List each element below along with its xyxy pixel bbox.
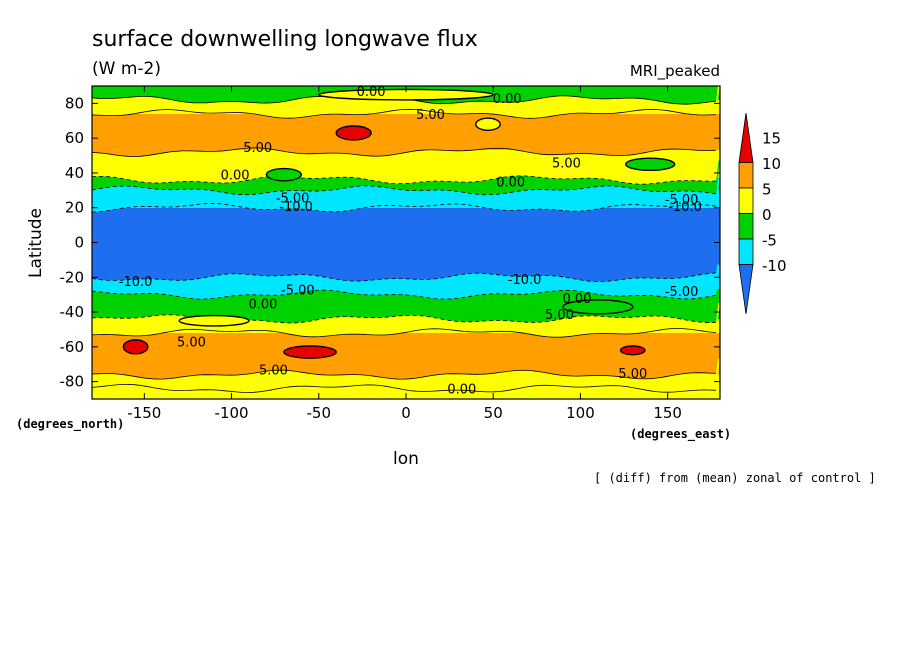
- colorbar-label-1: 10: [762, 155, 781, 173]
- band-boundaries: [92, 86, 720, 393]
- x-tick-label-2: -50: [307, 404, 332, 422]
- colorbar-label-0: 15: [762, 129, 781, 147]
- colorbar-label-3: 0: [762, 206, 772, 224]
- contour-label-12: -10.0: [508, 273, 542, 288]
- contour-label-10: -10.0: [668, 200, 702, 215]
- y-tick-label-3: 20: [65, 199, 84, 217]
- contour-patches: [122, 88, 676, 359]
- chart-units: (W m-2): [92, 59, 161, 79]
- x-axis-ticks: -150 -100 -50 0 50 100 150: [127, 86, 682, 422]
- patch-2: [122, 339, 149, 355]
- x-tick-label-6: 150: [653, 404, 682, 422]
- band-fill-2: [92, 344, 720, 380]
- model-name: MRI_peaked: [630, 62, 720, 81]
- contour-label-17: 5.00: [545, 308, 574, 323]
- colorbar-segment-2: [738, 187, 754, 214]
- contour-label-15: 0.00: [248, 297, 277, 312]
- patch-3: [283, 345, 337, 359]
- boundary-line-10: [92, 147, 717, 157]
- footnote: [ (diff) from (mean) zonal of control ]: [594, 471, 876, 485]
- x-tick-label-5: 100: [566, 404, 595, 422]
- boundary-line-11: [92, 108, 717, 119]
- band-fill-6: [92, 247, 720, 282]
- y-axis-label: Latitude: [26, 208, 46, 278]
- contour-label-20: 5.00: [618, 367, 647, 382]
- y-tick-label-1: 60: [65, 129, 84, 147]
- colorbar-segment-4: [738, 238, 754, 265]
- x-tick-label-1: -100: [215, 404, 249, 422]
- colorbar-segment-3: [738, 213, 754, 240]
- chart-title: surface downwelling longwave flux: [92, 27, 478, 52]
- colorbar-bottom-arrow: [738, 264, 754, 315]
- contour-label-13: -5.00: [281, 283, 315, 298]
- contour-label-7: -5.00: [276, 191, 310, 206]
- x-unit-label: (degrees_east): [630, 427, 731, 442]
- colorbar-label-4: -5: [762, 231, 777, 249]
- x-tick-label-3: 0: [401, 404, 411, 422]
- patch-8: [178, 314, 250, 327]
- colorbar-top-arrow: [738, 112, 754, 163]
- contour-label-9: -10.0: [279, 200, 313, 215]
- contour-label-11: -10.0: [119, 275, 153, 290]
- y-tick-label-7: -60: [60, 338, 85, 356]
- x-tick-label-0: -150: [127, 404, 161, 422]
- contour-label-16: 0.00: [562, 292, 591, 307]
- band-fill-9: [92, 149, 720, 185]
- x-tick-label-4: 50: [484, 404, 503, 422]
- contour-label-3: 5.00: [243, 141, 272, 156]
- patch-0: [335, 125, 372, 141]
- contour-label-19: 5.00: [259, 363, 288, 378]
- x-axis-label: lon: [393, 449, 419, 469]
- y-tick-label-5: -20: [60, 268, 85, 286]
- contour-label-2: 5.00: [416, 108, 445, 123]
- boundary-line-3: [92, 328, 717, 338]
- contour-label-4: 5.00: [552, 157, 581, 172]
- patch-6: [625, 157, 676, 172]
- boundary-line-1: [92, 383, 717, 393]
- contour-label-1: 0.00: [493, 92, 522, 107]
- colorbar-label-5: -10: [762, 257, 787, 275]
- patch-7: [562, 299, 634, 315]
- contour-label-6: 0.00: [496, 176, 525, 191]
- contour-label-21: 0.00: [447, 383, 476, 398]
- y-tick-label-4: 0: [74, 234, 84, 252]
- band-fill-4: [92, 289, 720, 323]
- contour-label-8: -5.00: [665, 193, 699, 208]
- patch-4: [619, 345, 646, 356]
- patch-5: [265, 167, 303, 182]
- plot-area: [92, 86, 720, 399]
- contour-label-18: 5.00: [177, 336, 206, 351]
- colorbar: 15 10 5 0 -5 -10: [738, 112, 787, 315]
- contour-label-5: 0.00: [221, 169, 250, 184]
- y-axis-ticks: 80 60 40 20 0 -20 -40 -60 -80: [60, 94, 720, 391]
- y-tick-label-2: 40: [65, 164, 84, 182]
- boundary-line-2: [92, 369, 717, 380]
- y-tick-label-6: -40: [60, 303, 85, 321]
- y-tick-label-8: -80: [60, 373, 85, 391]
- colorbar-label-2: 5: [762, 180, 772, 198]
- contour-label-14: -5.00: [665, 285, 699, 300]
- contour-label-0: 0.00: [357, 85, 386, 100]
- y-tick-label-0: 80: [65, 94, 84, 112]
- contour-labels: 0.00 0.005.005.005.000.00 0.00-5.00 -5.00-1…: [119, 85, 702, 397]
- patch-1: [475, 117, 501, 132]
- colorbar-segment-1: [738, 162, 754, 189]
- y-unit-label: (degrees_north): [16, 417, 124, 432]
